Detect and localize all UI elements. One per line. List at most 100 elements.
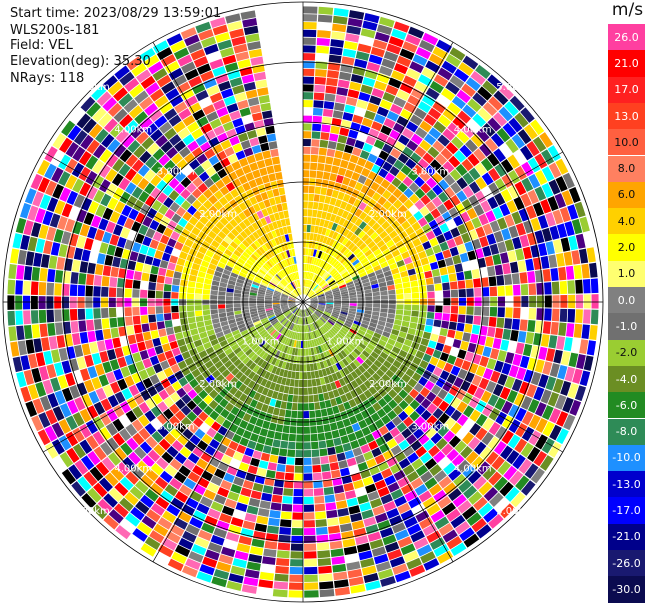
velocity-bin (303, 146, 311, 154)
velocity-bin (545, 212, 556, 227)
velocity-bin (419, 452, 432, 464)
velocity-bin (347, 286, 356, 291)
velocity-bin (312, 249, 317, 257)
velocity-bin (436, 94, 451, 108)
azimuth-spoke (43, 301, 304, 453)
velocity-bin (367, 490, 380, 501)
velocity-bin (410, 316, 419, 324)
velocity-bin (208, 155, 220, 166)
velocity-bin (315, 310, 322, 316)
velocity-bin (153, 381, 165, 393)
velocity-bin (282, 393, 289, 402)
velocity-bin (184, 222, 195, 232)
velocity-bin (450, 397, 462, 409)
colorbar-level: 6.0 (608, 181, 645, 209)
velocity-bin (274, 383, 281, 392)
velocity-bin (308, 395, 314, 403)
velocity-bin (81, 393, 93, 408)
velocity-bin (348, 10, 365, 20)
velocity-bin (246, 406, 255, 415)
velocity-bin (144, 169, 156, 182)
velocity-bin (204, 549, 220, 561)
velocity-bin (258, 313, 267, 318)
velocity-bin (133, 324, 143, 334)
velocity-bin (354, 107, 366, 117)
velocity-bin (252, 264, 260, 271)
colorbar-level: -17.0 (608, 497, 645, 524)
velocity-bin (151, 431, 164, 443)
velocity-bin (317, 345, 323, 354)
velocity-bin (540, 255, 550, 269)
velocity-bin (303, 449, 312, 458)
velocity-bin (237, 132, 249, 143)
velocity-bin (261, 387, 269, 396)
velocity-bin (210, 475, 223, 486)
velocity-bin (156, 313, 164, 322)
velocity-bin (275, 323, 282, 331)
velocity-bin (192, 464, 205, 477)
velocity-bin (342, 248, 350, 256)
velocity-bin (217, 425, 228, 436)
velocity-bin (457, 110, 471, 124)
velocity-bin (481, 186, 493, 200)
velocity-bin (139, 47, 156, 62)
velocity-bin (226, 336, 235, 344)
velocity-bin (304, 582, 319, 590)
velocity-bin (382, 404, 393, 414)
velocity-bin (575, 233, 586, 249)
velocity-bin (338, 315, 347, 320)
velocity-bin (534, 170, 548, 186)
velocity-bin (253, 251, 261, 259)
velocity-bin (380, 125, 392, 136)
velocity-bin (311, 314, 317, 321)
velocity-bin (184, 238, 194, 248)
velocity-bin (226, 465, 238, 476)
velocity-bin (329, 268, 336, 275)
velocity-bin (413, 107, 427, 120)
velocity-bin (437, 134, 450, 147)
velocity-bin (447, 329, 456, 339)
velocity-bin (246, 275, 254, 281)
velocity-bin (325, 156, 334, 165)
velocity-bin (122, 456, 136, 471)
velocity-bin (65, 415, 78, 431)
velocity-bin (227, 280, 236, 286)
velocity-bin (268, 141, 278, 150)
velocity-bin (488, 514, 504, 529)
velocity-bin (487, 196, 499, 210)
velocity-bin (285, 287, 292, 293)
velocity-bin (219, 114, 232, 125)
velocity-bin (312, 265, 317, 273)
velocity-bin (242, 239, 250, 248)
velocity-bin (307, 280, 311, 288)
velocity-bin (339, 523, 353, 533)
velocity-bin (249, 137, 260, 147)
velocity-bin (247, 465, 258, 475)
velocity-bin (497, 350, 507, 362)
velocity-bin (307, 201, 314, 209)
velocity-bin (191, 543, 207, 556)
velocity-bin (527, 320, 536, 332)
velocity-bin (303, 317, 305, 325)
velocity-bin (499, 481, 514, 497)
velocity-bin (118, 93, 133, 108)
velocity-bin (66, 346, 76, 360)
velocity-bin (229, 198, 238, 209)
velocity-bin (347, 162, 357, 172)
velocity-bin (506, 449, 520, 465)
velocity-bin (257, 307, 265, 311)
velocity-bin (274, 275, 281, 282)
velocity-bin (152, 257, 161, 267)
velocity-bin (345, 391, 353, 401)
velocity-bin (332, 405, 340, 414)
velocity-bin (187, 311, 195, 318)
velocity-bin (230, 228, 240, 237)
velocity-bin (256, 376, 264, 385)
velocity-bin (77, 296, 85, 309)
velocity-bin (323, 101, 335, 110)
velocity-bin (220, 408, 230, 419)
velocity-bin (314, 76, 327, 85)
velocity-bin (345, 278, 353, 284)
velocity-bin (135, 500, 150, 515)
colorbar-level: -1.0 (608, 313, 645, 340)
